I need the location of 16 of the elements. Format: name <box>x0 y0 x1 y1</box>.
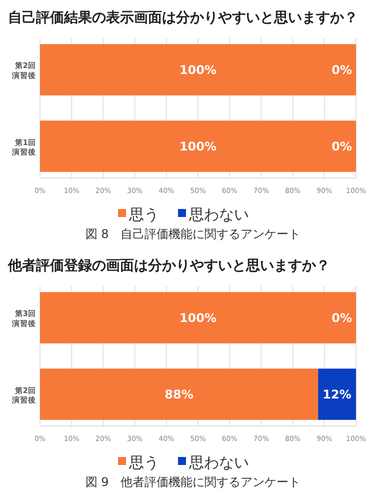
data-label: 100% <box>179 139 217 154</box>
data-label: 0% <box>332 139 352 154</box>
legend-label: 思う <box>128 205 159 224</box>
caption: 図 8 自己評価機能に関するアンケート <box>85 227 301 241</box>
data-label: 0% <box>332 310 352 325</box>
chart-title: 他者評価登録の画面は分かりやすいと思いますか？ <box>7 257 330 274</box>
data-label: 100% <box>179 62 217 77</box>
data-label: 0% <box>332 62 352 77</box>
data-label: 88% <box>164 387 194 402</box>
legend-label: 思わない <box>188 205 249 224</box>
caption: 図 9 他者評価機能に関するアンケート <box>85 475 301 489</box>
data-label: 100% <box>179 310 217 325</box>
legend-label: 思わない <box>188 453 249 472</box>
chart-title: 自己評価結果の表示画面は分かりやすいと思いますか？ <box>8 9 358 26</box>
legend-label: 思う <box>128 453 159 472</box>
data-label: 12% <box>322 387 352 402</box>
